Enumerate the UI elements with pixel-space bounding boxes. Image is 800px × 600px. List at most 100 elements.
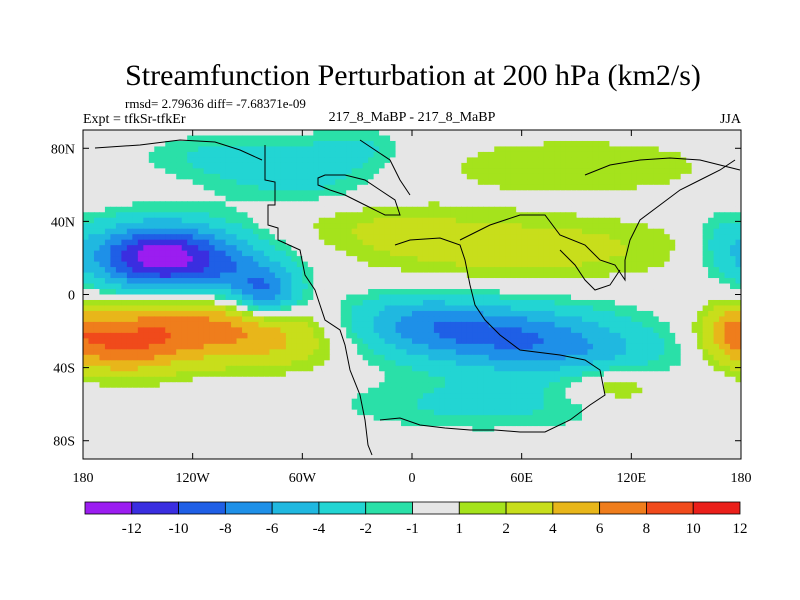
heatmap-cell — [538, 256, 545, 263]
heatmap-cell — [472, 146, 479, 153]
heatmap-cell — [658, 217, 665, 224]
heatmap-cell — [209, 338, 216, 345]
heatmap-cell — [488, 140, 495, 148]
heatmap-cell — [346, 289, 353, 296]
heatmap-cell — [225, 327, 232, 334]
heatmap-cell — [691, 256, 698, 263]
heatmap-cell — [203, 272, 210, 279]
experiment-label: Expt = tfkSr-tfkEr — [83, 112, 186, 127]
heatmap-cell — [510, 223, 517, 230]
heatmap-cell — [708, 338, 715, 345]
heatmap-cell — [483, 135, 490, 142]
heatmap-cell — [708, 349, 715, 356]
heatmap-cell — [143, 130, 150, 137]
heatmap-cell — [412, 343, 419, 350]
heatmap-cell — [132, 212, 139, 219]
heatmap-cell — [466, 278, 473, 285]
heatmap-cell — [121, 217, 128, 224]
heatmap-cell — [538, 332, 545, 339]
heatmap-cell — [126, 190, 133, 197]
heatmap-cell — [362, 305, 369, 312]
heatmap-cell — [104, 179, 112, 186]
heatmap-cell — [735, 289, 741, 296]
heatmap-cell — [263, 173, 271, 180]
heatmap-cell — [198, 168, 205, 175]
heatmap-cell — [499, 162, 506, 169]
heatmap-cell — [543, 130, 550, 137]
heatmap-cell — [406, 245, 413, 252]
heatmap-cell — [653, 212, 660, 219]
heatmap-cell — [220, 256, 227, 263]
heatmap-cell — [379, 130, 386, 137]
heatmap-cell — [433, 289, 441, 296]
heatmap-cell — [263, 201, 271, 208]
heatmap-cell — [549, 250, 556, 257]
heatmap-cell — [395, 245, 402, 252]
heatmap-cell — [198, 272, 205, 279]
heatmap-cell — [159, 305, 166, 312]
heatmap-cell — [181, 299, 188, 307]
heatmap-cell — [675, 206, 682, 213]
heatmap-cell — [730, 228, 737, 235]
heatmap-cell — [636, 212, 643, 219]
heatmap-cell — [154, 184, 161, 191]
heatmap-cell — [209, 278, 216, 285]
heatmap-cell — [499, 184, 506, 191]
heatmap-cell — [653, 162, 660, 169]
heatmap-cell — [719, 343, 726, 350]
heatmap-cell — [724, 201, 731, 208]
heatmap-cell — [735, 349, 741, 356]
heatmap-cell — [658, 299, 665, 307]
heatmap-cell — [373, 289, 380, 296]
heatmap-cell — [669, 256, 676, 263]
heatmap-cell — [702, 239, 709, 246]
heatmap-cell — [269, 179, 276, 186]
heatmap-cell — [488, 321, 495, 328]
heatmap-cell — [346, 250, 353, 257]
heatmap-cell — [263, 327, 271, 334]
heatmap-cell — [428, 332, 435, 339]
heatmap-cell — [187, 157, 194, 164]
heatmap-cell — [192, 261, 199, 268]
heatmap-cell — [532, 327, 539, 334]
heatmap-cell — [549, 299, 556, 307]
heatmap-cell — [406, 283, 413, 290]
heatmap-cell — [176, 261, 183, 268]
heatmap-cell — [713, 135, 720, 142]
heatmap-cell — [538, 140, 545, 148]
heatmap-cell — [83, 151, 90, 159]
heatmap-cell — [428, 305, 435, 312]
heatmap-cell — [532, 316, 539, 323]
heatmap-cell — [165, 173, 172, 180]
heatmap-cell — [543, 332, 550, 339]
heatmap-cell — [603, 283, 610, 290]
heatmap-cell — [614, 168, 621, 175]
heatmap-cell — [433, 162, 441, 169]
heatmap-cell — [735, 234, 741, 241]
heatmap-cell — [291, 289, 298, 296]
heatmap-cell — [620, 228, 627, 235]
heatmap-cell — [274, 190, 281, 197]
heatmap-cell — [384, 190, 391, 197]
heatmap-cell — [499, 289, 506, 296]
heatmap-cell — [296, 267, 303, 274]
heatmap-cell — [252, 245, 260, 252]
heatmap-cell — [132, 289, 139, 296]
heatmap-cell — [384, 305, 391, 312]
heatmap-cell — [148, 212, 155, 219]
heatmap-cell — [565, 195, 572, 202]
heatmap-cell — [691, 146, 698, 153]
heatmap-cell — [521, 190, 528, 197]
heatmap-cell — [455, 162, 462, 169]
heatmap-cell — [702, 272, 709, 279]
heatmap-cell — [274, 195, 281, 202]
heatmap-cell — [258, 157, 265, 164]
heatmap-cell — [576, 332, 583, 339]
heatmap-cell — [499, 239, 506, 246]
heatmap-cell — [543, 217, 550, 224]
heatmap-cell — [735, 206, 741, 213]
heatmap-cell — [680, 321, 687, 328]
heatmap-cell — [313, 316, 320, 323]
heatmap-cell — [335, 206, 342, 213]
chart-title: Streamfunction Perturbation at 200 hPa (… — [125, 59, 701, 92]
